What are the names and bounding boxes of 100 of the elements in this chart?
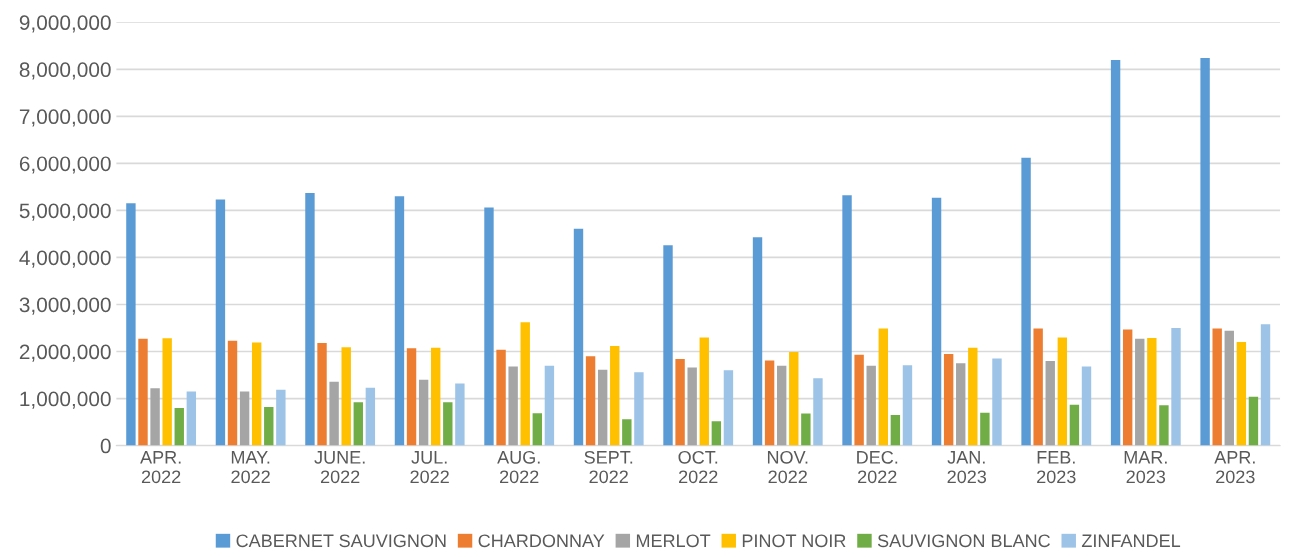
y-tick-label: 0 xyxy=(100,438,111,454)
bar xyxy=(711,421,722,446)
legend-label: ZINFANDEL xyxy=(1081,534,1181,547)
legend-label: SAUVIGNON BLANC xyxy=(877,534,1050,548)
bar xyxy=(418,379,429,446)
bar xyxy=(699,337,709,446)
bar xyxy=(365,387,376,446)
y-tick-label: 2,000,000 xyxy=(19,344,111,362)
x-tick-label: APR. 2022 xyxy=(140,451,181,484)
bar xyxy=(264,407,274,446)
legend-label: CHARDONNAY xyxy=(478,534,605,548)
bar xyxy=(634,372,644,446)
bar xyxy=(239,391,250,446)
bar xyxy=(902,365,913,446)
bar xyxy=(764,360,775,446)
bar xyxy=(675,359,685,446)
bar xyxy=(878,328,888,446)
y-tick-label: 9,000,000 xyxy=(19,15,111,33)
bar xyxy=(150,388,160,446)
x-tick-label: MAR. 2023 xyxy=(1124,451,1167,484)
x-tick-label: MAY. 2022 xyxy=(231,451,270,484)
bar xyxy=(1081,366,1092,446)
bar xyxy=(813,378,823,446)
bar xyxy=(227,340,238,446)
legend-label: MERLOT xyxy=(636,534,711,548)
bar xyxy=(956,363,966,446)
bar xyxy=(943,353,954,446)
bar xyxy=(484,207,494,446)
legend-label: CABERNET SAUVIGNON xyxy=(236,534,446,548)
bar xyxy=(251,342,262,446)
bar xyxy=(992,358,1002,446)
bar xyxy=(980,412,990,446)
bar xyxy=(215,199,226,446)
bar xyxy=(610,345,620,446)
x-tick-label: NOV. 2022 xyxy=(767,450,808,484)
bar xyxy=(341,347,351,446)
bar xyxy=(162,338,172,446)
bar xyxy=(968,347,978,446)
x-tick-label: JAN. 2023 xyxy=(947,451,987,484)
x-tick-label: FEB. 2023 xyxy=(1037,451,1076,484)
bar xyxy=(455,383,465,446)
bar xyxy=(276,389,286,446)
y-tick-label: 1,000,000 xyxy=(20,391,111,409)
y-tick-label: 7,000,000 xyxy=(19,109,111,127)
bar xyxy=(329,381,339,446)
bar xyxy=(1248,396,1259,446)
bar xyxy=(1159,405,1169,446)
bar xyxy=(663,245,673,446)
x-tick-label: JUNE. 2022 xyxy=(314,451,365,484)
bar xyxy=(1135,338,1145,446)
bar xyxy=(1057,337,1068,446)
bar xyxy=(186,391,197,446)
bar xyxy=(138,338,148,446)
bar xyxy=(431,347,441,446)
bar xyxy=(1171,328,1181,446)
bar xyxy=(520,322,530,446)
bar xyxy=(126,203,136,446)
x-tick-label: SEPT. 2022 xyxy=(584,450,633,484)
bar xyxy=(776,365,787,446)
x-tick-label: AUG. 2022 xyxy=(497,450,540,484)
bar xyxy=(1224,330,1234,446)
x-tick-label: DEC. 2022 xyxy=(857,450,898,484)
bar xyxy=(443,402,453,446)
bar xyxy=(842,195,852,446)
bar xyxy=(496,349,506,446)
bar xyxy=(597,369,608,446)
y-tick-label: 6,000,000 xyxy=(19,156,111,174)
bar xyxy=(622,419,632,446)
bar xyxy=(752,237,763,446)
y-tick-label: 3,000,000 xyxy=(19,297,111,315)
y-tick-label: 4,000,000 xyxy=(19,250,111,268)
bar xyxy=(723,370,734,446)
bar xyxy=(317,343,327,446)
y-tick-label: 8,000,000 xyxy=(19,62,111,80)
bar xyxy=(1212,328,1222,446)
bar xyxy=(1033,328,1043,446)
bar xyxy=(801,413,811,446)
bar xyxy=(305,193,315,446)
bar xyxy=(890,415,901,446)
bar xyxy=(394,196,405,446)
bar xyxy=(687,367,697,446)
bar xyxy=(573,228,584,446)
bar xyxy=(931,197,942,446)
bar xyxy=(1260,324,1271,446)
bar xyxy=(1200,58,1210,446)
bar xyxy=(544,365,555,446)
bar xyxy=(174,407,184,446)
bar xyxy=(854,354,864,446)
bar xyxy=(1069,404,1080,446)
bar xyxy=(1122,329,1133,446)
x-tick-label: APR. 2023 xyxy=(1214,451,1255,484)
bar xyxy=(585,356,596,446)
x-tick-label: JUL. 2022 xyxy=(410,451,449,484)
bar xyxy=(353,402,363,446)
bar xyxy=(1236,342,1247,446)
bar xyxy=(508,366,518,446)
bar xyxy=(406,348,417,446)
bar xyxy=(1147,337,1157,446)
x-tick-label: OCT. 2022 xyxy=(678,450,718,484)
y-tick-label: 5,000,000 xyxy=(19,203,111,221)
